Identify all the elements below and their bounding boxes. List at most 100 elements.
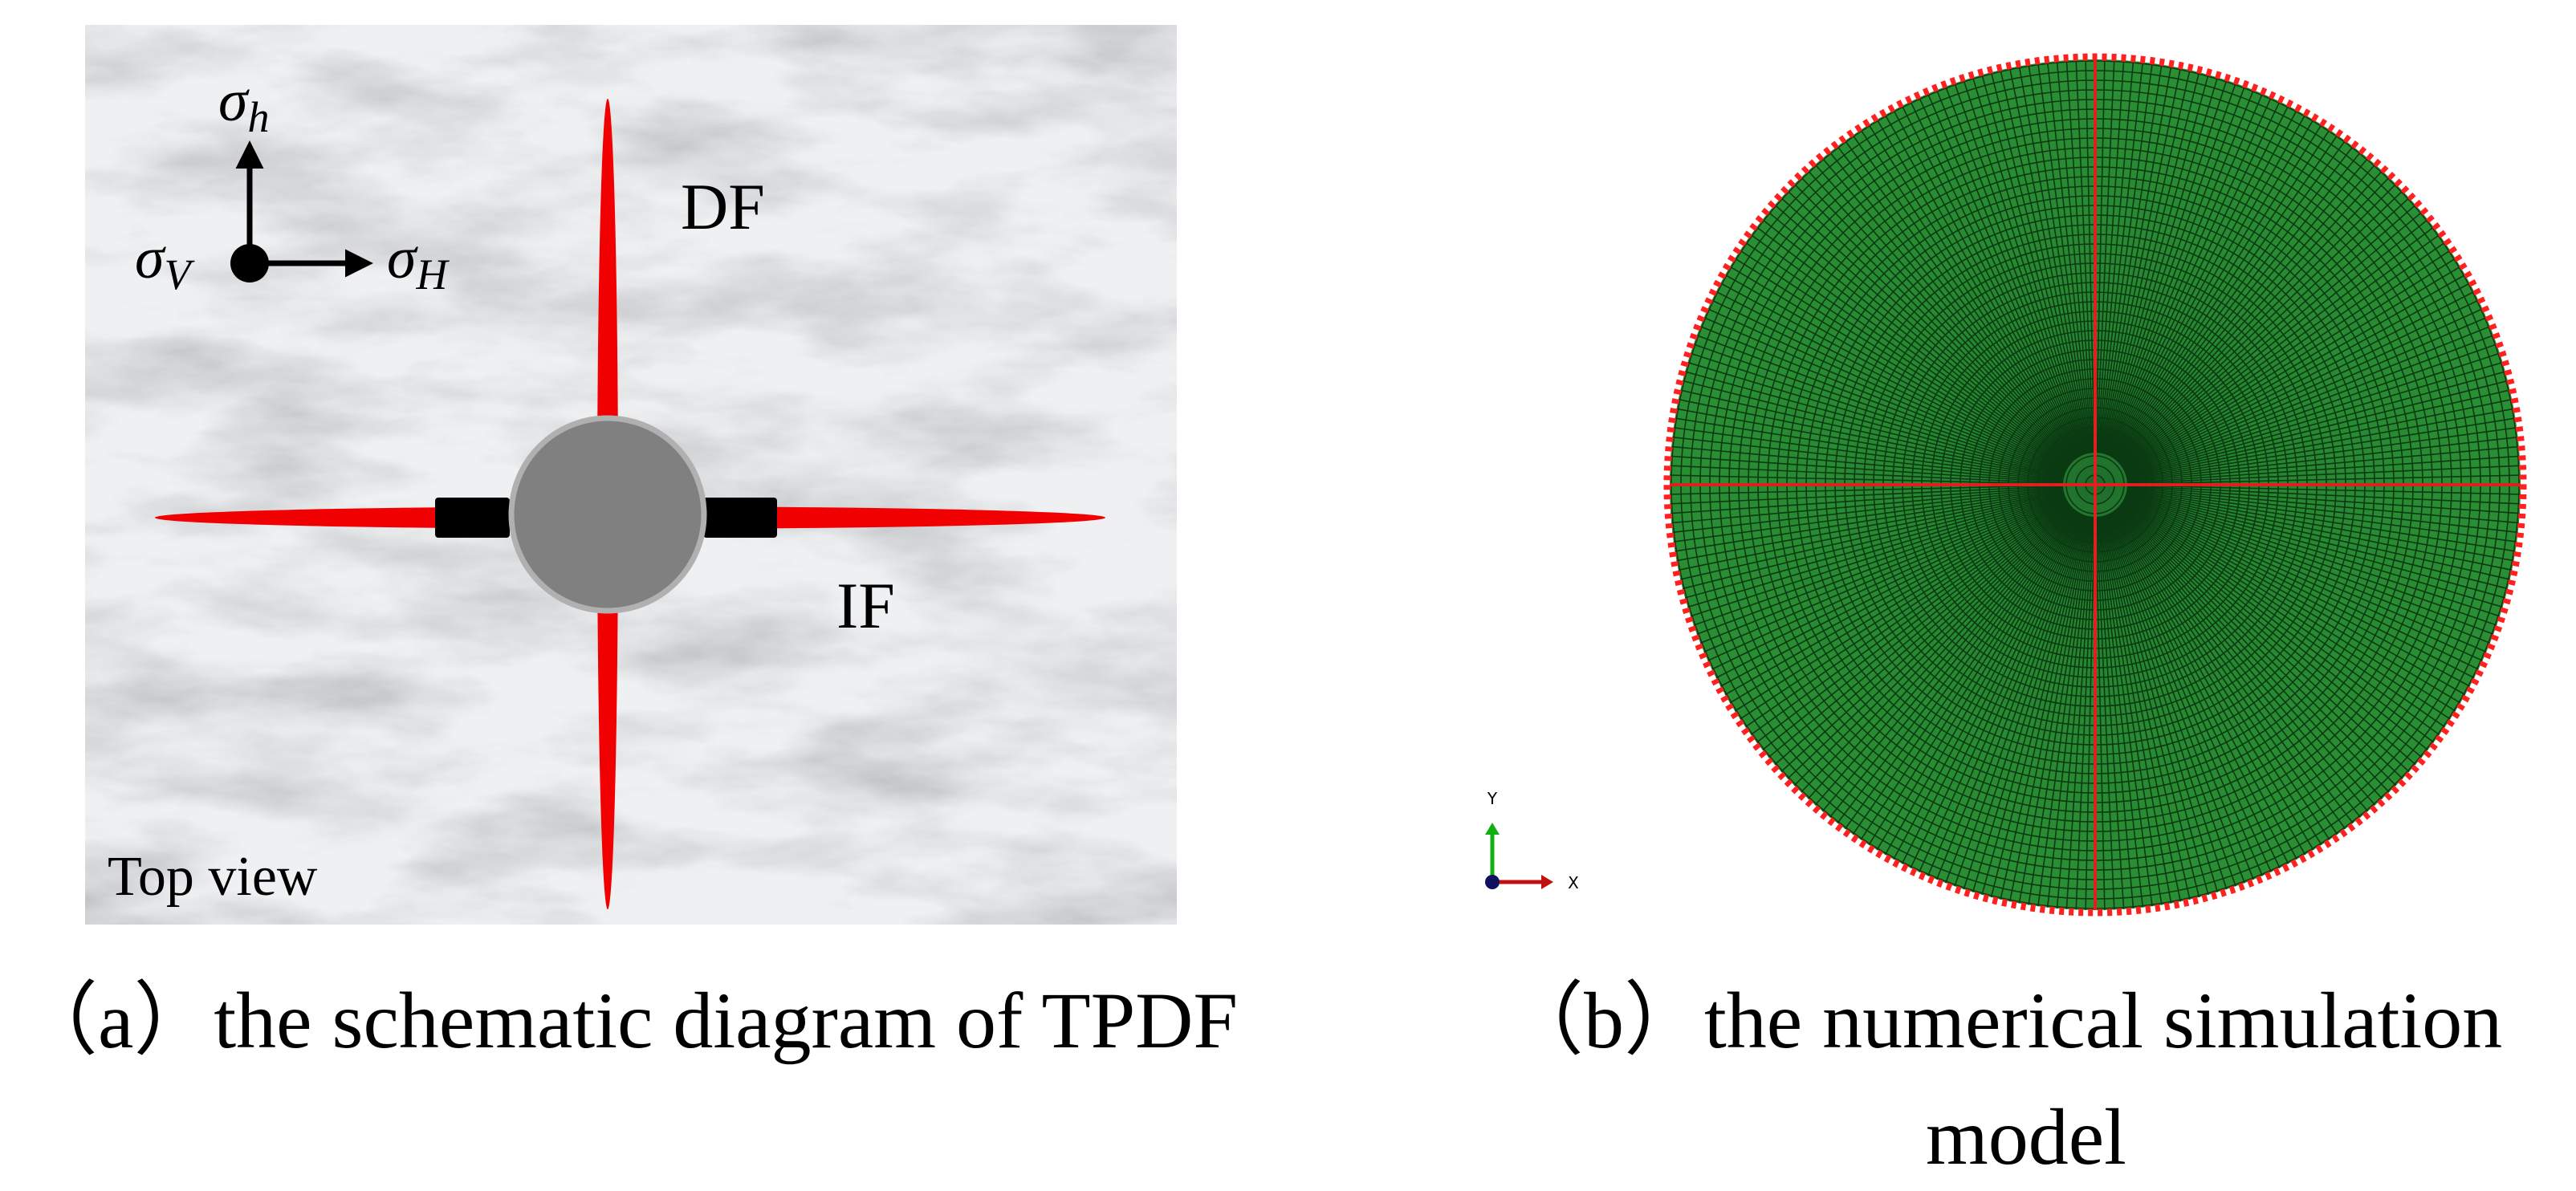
mesh-line [2125, 350, 2508, 476]
mesh-line [2125, 340, 2505, 475]
mesh-line [1670, 487, 2064, 535]
mesh-line [2114, 510, 2358, 831]
mesh-line [2113, 510, 2343, 842]
mesh-line [2126, 416, 2521, 481]
sigma: σ [135, 226, 166, 291]
mesh-line [1761, 505, 2071, 763]
df-label: DF [681, 170, 765, 243]
mesh-line [1979, 67, 2088, 454]
mesh-line [2126, 486, 2521, 525]
mesh-line [2122, 501, 2463, 716]
mesh-line [2124, 497, 2490, 665]
mesh-line [1692, 323, 2066, 474]
axis-y-head [1485, 823, 1500, 835]
mesh-line [2126, 435, 2521, 482]
mesh-line [2109, 98, 2293, 457]
mesh-line [2126, 388, 2518, 478]
mesh-line [2108, 513, 2285, 876]
mesh-line [2120, 502, 2447, 741]
mesh-line [1689, 495, 2065, 638]
mesh-line [1670, 435, 2064, 482]
mesh-line [2119, 504, 2435, 756]
mesh-line [2112, 122, 2335, 459]
mesh-line [2099, 59, 2164, 453]
mesh-line [2106, 514, 2266, 884]
mesh-line [2110, 511, 2318, 857]
mesh-line [2119, 505, 2429, 763]
mesh-line [1692, 496, 2066, 647]
mesh-line [2113, 133, 2351, 460]
mesh-line [2110, 512, 2301, 867]
mesh-line [1696, 496, 2066, 656]
mesh-line [1679, 359, 2065, 477]
mesh-line [2119, 213, 2435, 465]
mesh-line [2095, 59, 2116, 453]
mesh-line [1889, 512, 2081, 867]
mesh-line [2085, 516, 2095, 910]
mesh-line [1809, 508, 2075, 812]
mesh-line [2101, 516, 2183, 910]
mesh-line [1788, 177, 2073, 463]
mesh-line [1713, 278, 2068, 470]
mesh-line [1670, 406, 2064, 480]
mesh-line [1728, 254, 2069, 469]
mesh-line [2122, 270, 2473, 469]
mesh-line [2099, 516, 2164, 910]
mesh-line [2118, 192, 2416, 464]
mesh-line [1817, 151, 2075, 461]
mesh-line [2126, 454, 2521, 484]
mesh-line [1723, 262, 2069, 469]
mesh-line [2126, 368, 2513, 478]
mesh-line [2096, 516, 2126, 910]
mesh-line [1738, 502, 2069, 733]
mesh-line [1839, 510, 2077, 836]
mesh-line [2126, 486, 2521, 515]
mesh-line [2124, 314, 2494, 474]
vertical-stress-dot [230, 244, 269, 283]
mesh-line [1824, 145, 2076, 461]
mesh-line [1670, 474, 2064, 485]
mesh-line [2118, 506, 2409, 785]
mesh-line [1906, 513, 2082, 876]
mesh-line [1675, 378, 2065, 478]
mesh-line [1723, 500, 2069, 708]
mesh-line [2098, 59, 2155, 453]
axis-x-head [1541, 875, 1553, 889]
mesh-line [2126, 464, 2521, 485]
perforation-right [703, 498, 777, 538]
mesh-line [2124, 496, 2498, 647]
mesh-line [1824, 509, 2076, 824]
mesh-line [1847, 128, 2077, 459]
mesh-line [2126, 359, 2511, 477]
mesh-line [2115, 509, 2374, 819]
mesh-line [1979, 515, 2088, 903]
mesh-line [2106, 79, 2248, 455]
mesh-line [2122, 278, 2477, 470]
mesh-line [1933, 514, 2084, 888]
mesh-line [2126, 491, 2518, 582]
mesh-line [2112, 510, 2335, 848]
wellbore [508, 415, 707, 614]
sigma: σ [218, 68, 250, 134]
mesh-line [1670, 490, 2064, 573]
mesh-line [1749, 222, 2070, 466]
mesh-line [1686, 340, 2065, 475]
mesh-line [1708, 287, 2067, 471]
mesh-line [2116, 164, 2388, 462]
mesh-line [1774, 506, 2073, 778]
mesh-line [1683, 350, 2065, 476]
mesh-line [2095, 516, 2106, 910]
mesh-line [2117, 507, 2395, 799]
mesh-line [2120, 503, 2441, 748]
mesh-line [2104, 72, 2230, 455]
mesh-line [2121, 502, 2452, 733]
mesh-line [2117, 506, 2403, 792]
mesh-line [2074, 516, 2095, 910]
stress-label: σH [387, 226, 450, 299]
subscript: H [416, 250, 450, 299]
axis-label: X [1568, 873, 1579, 892]
mesh-line [2117, 177, 2403, 463]
mesh-line [1960, 72, 2086, 455]
mesh-line [2124, 323, 2498, 474]
mesh-line [2103, 69, 2221, 454]
